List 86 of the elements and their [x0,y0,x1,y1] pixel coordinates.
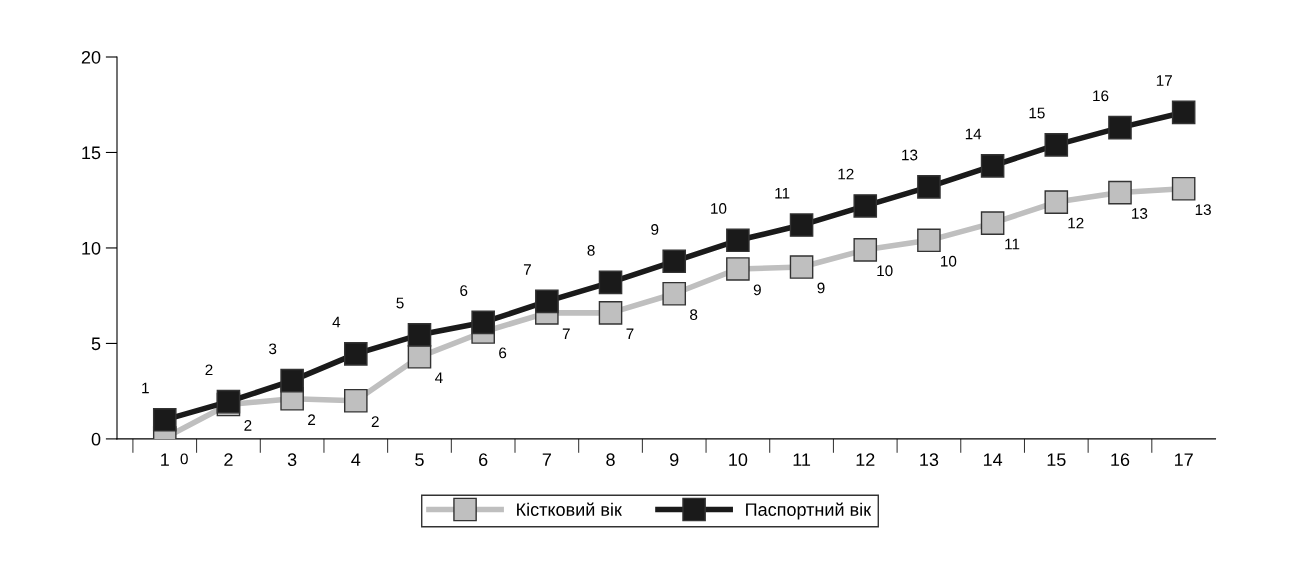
data-label: 13 [1195,204,1211,216]
data-label: 16 [1093,90,1109,102]
y-tick-label: 10 [82,241,101,255]
point [1044,190,1069,214]
x-tick-label: 1 [161,453,169,466]
data-label: 10 [877,265,893,277]
data-label: 3 [269,343,277,355]
point [853,194,878,218]
point [789,255,814,279]
point [471,310,495,335]
data-label: 2 [308,414,316,425]
point [280,368,304,393]
legend-label: Паспортний вік [746,502,872,520]
data-label: 13 [1132,208,1148,219]
x-tick-label: 8 [606,453,615,467]
data-label: 10 [711,203,727,214]
data-label: 13 [902,149,918,161]
data-label: 2 [205,364,213,376]
point [407,323,432,347]
data-label: 11 [775,187,790,199]
point [152,407,177,432]
x-tick-label: 10 [729,453,748,467]
data-label: 12 [838,168,854,180]
point [980,154,1005,178]
data-label: 1 [142,382,149,394]
data-label: 7 [562,328,570,340]
x-tick-label: 16 [1111,453,1130,467]
point [662,281,687,306]
data-label: 8 [690,309,698,321]
data-label: 7 [626,328,634,340]
x-tick-label: 11 [793,453,811,466]
data-label: 9 [651,224,659,235]
point [1171,176,1196,201]
x-tick-label: 13 [920,453,939,467]
x-tick-label: 17 [1175,453,1193,466]
x-tick-label: 9 [670,453,679,467]
legend-label: Кістковий вік [517,502,622,516]
data-label: 2 [244,420,252,431]
data-label: 15 [1029,107,1045,119]
point [980,211,1005,235]
point [917,228,941,253]
x-tick-label: 5 [415,453,424,467]
y-tick-label: 0 [91,432,101,446]
data-label: 7 [523,264,531,275]
point [726,228,750,253]
x-tick-label: 3 [287,453,297,467]
point [1108,180,1132,205]
data-label: 9 [753,284,761,296]
point [662,249,687,274]
data-label: 4 [332,316,341,328]
x-tick-label: 12 [856,453,875,466]
x-tick-label: 7 [542,453,551,466]
data-label: 6 [499,347,507,359]
data-label: 10 [941,255,957,267]
point [343,388,368,413]
x-tick-label: 2 [224,453,233,466]
point [853,238,878,262]
point [598,301,623,325]
point [407,344,432,369]
data-label: 4 [435,372,443,383]
y-tick-label: 15 [82,146,101,160]
point [535,289,559,314]
x-tick-label: 14 [983,453,1003,466]
y-tick-label: 5 [91,337,101,351]
point [726,257,750,281]
point [789,213,814,237]
point [1108,115,1132,140]
x-tick-label: 4 [351,453,361,466]
point [598,270,623,295]
y-tick-label: 20 [81,50,101,64]
data-label: 8 [587,245,595,256]
point [343,342,368,366]
data-label: 12 [1068,217,1084,229]
point [1044,133,1069,157]
data-label: 11 [1005,238,1020,250]
data-label: 17 [1156,75,1172,86]
point [917,175,941,199]
data-label: 14 [965,128,982,140]
data-label: 0 [180,453,188,465]
data-label: 6 [460,285,468,296]
data-label: 9 [817,282,825,294]
point [1171,100,1196,125]
x-tick-label: 6 [479,453,488,467]
data-label: 5 [396,297,404,309]
data-label: 2 [371,416,379,427]
x-tick-label: 15 [1047,453,1066,467]
